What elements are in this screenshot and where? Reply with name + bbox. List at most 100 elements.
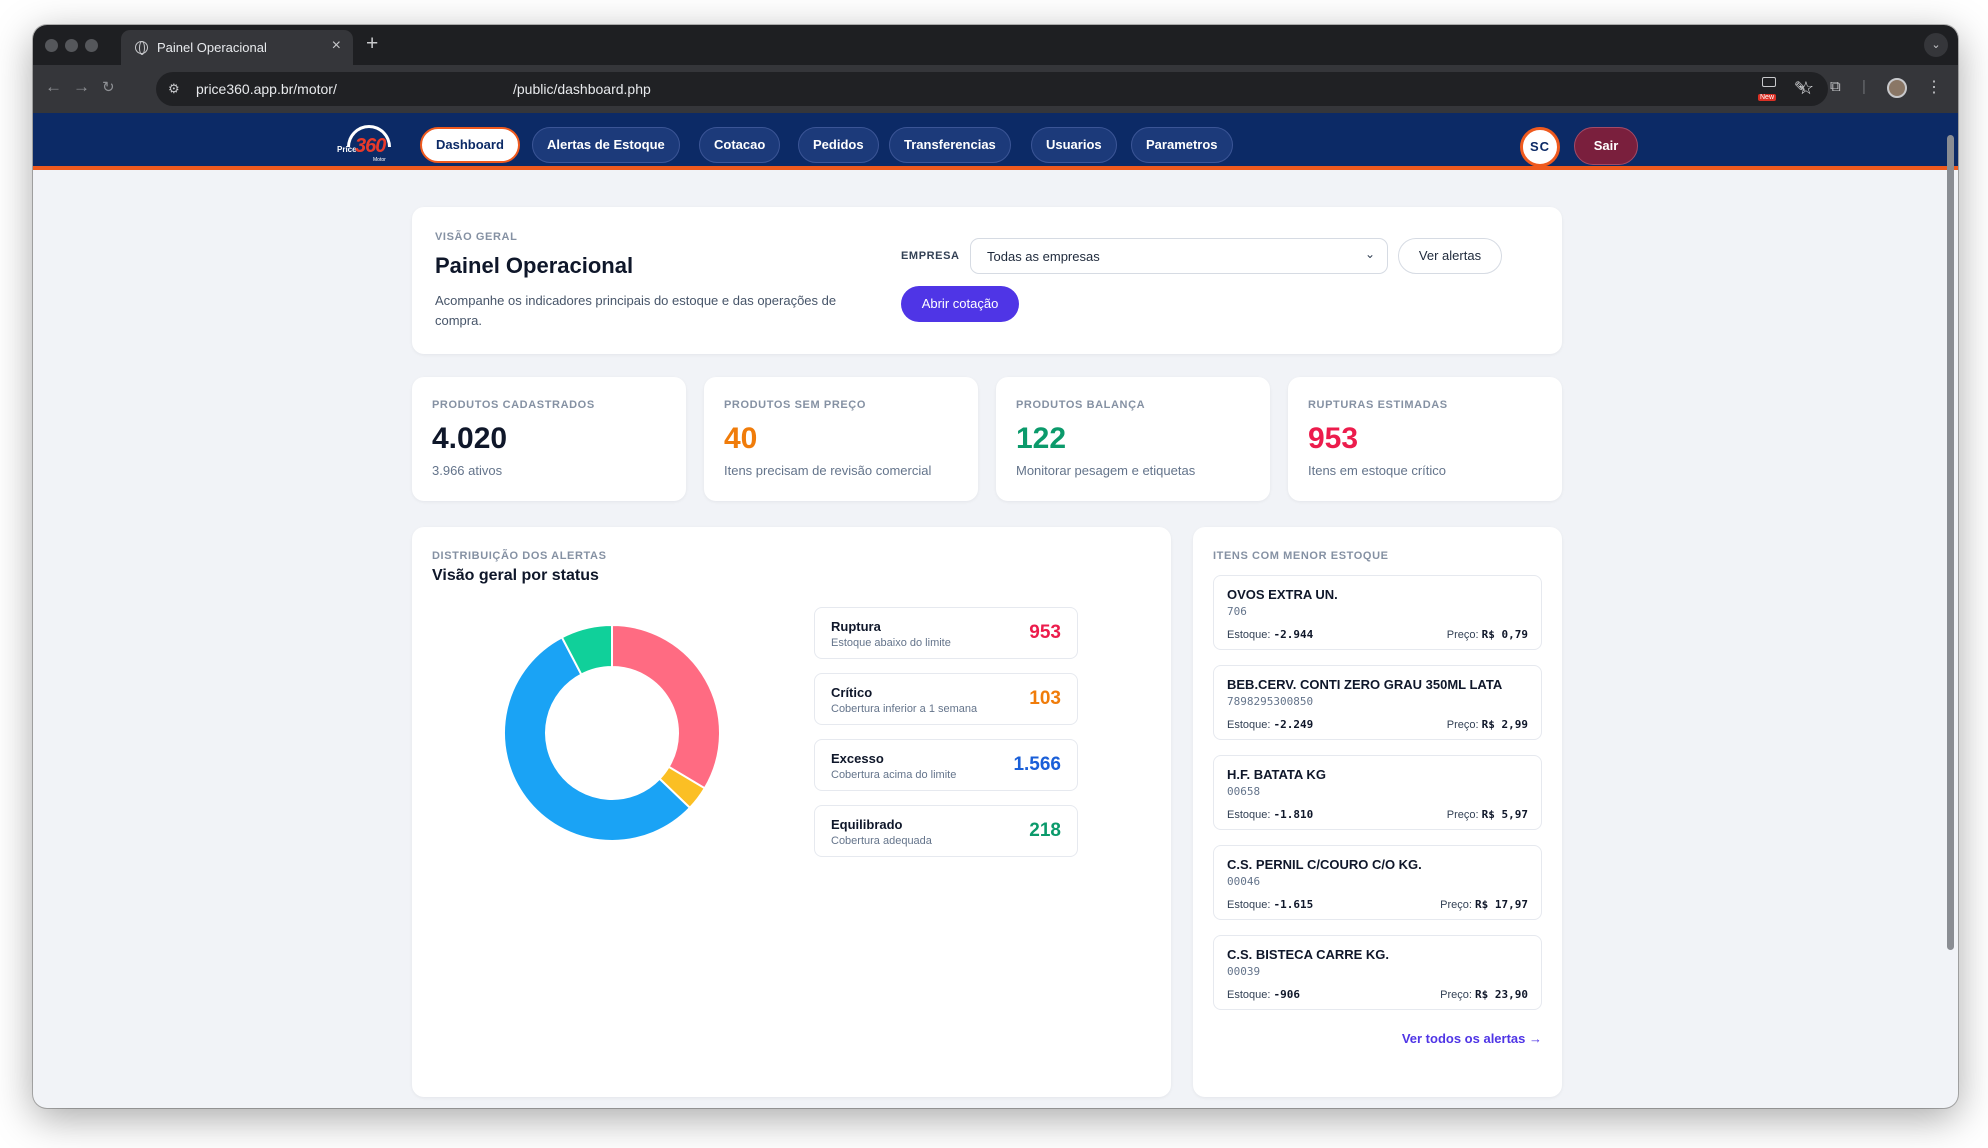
stat-card-balanca: PRODUTOS BALANÇA 122 Monitorar pesagem e… (996, 377, 1270, 501)
product-stock: Estoque: -906 (1227, 988, 1300, 1001)
new-tab-button[interactable]: + (366, 32, 379, 55)
browser-menu-icon[interactable]: ⋮ (1926, 79, 1942, 96)
stat-subtext: Monitorar pesagem e etiquetas (1016, 463, 1196, 478)
new-badge: New (1758, 94, 1777, 101)
nav-parametros[interactable]: Parametros (1131, 127, 1233, 163)
toolbar-divider: | (1862, 78, 1866, 95)
stat-card-cadastrados: PRODUTOS CADASTRADOS 4.020 3.966 ativos (412, 377, 686, 501)
legend-name: Excesso (831, 751, 884, 766)
empresa-select-value: Todas as empresas (987, 249, 1100, 264)
forward-icon[interactable]: → (73, 77, 90, 96)
low-stock-item[interactable]: H.F. BATATA KG 00658 Estoque: -1.810 Pre… (1213, 755, 1542, 830)
extension-new-icon[interactable]: New (1758, 77, 1780, 101)
donut-slice-excesso[interactable] (503, 635, 692, 842)
product-code: 00658 (1227, 785, 1261, 798)
nav-cotacao[interactable]: Cotacao (699, 127, 781, 163)
minimize-window-button[interactable] (65, 39, 78, 52)
abrir-cotacao-button[interactable]: Abrir cotação (901, 286, 1019, 322)
nav-alertas-estoque[interactable]: Alertas de Estoque (532, 127, 680, 163)
legend-value: 953 (1029, 622, 1061, 643)
legend-item-excesso[interactable]: Excesso Cobertura acima do limite 1.566 (814, 739, 1078, 791)
close-window-button[interactable] (45, 39, 58, 52)
stat-card-sem-preco: PRODUTOS SEM PREÇO 40 Itens precisam de … (704, 377, 978, 501)
product-stock: Estoque: -1.615 (1227, 898, 1314, 911)
low-stock-item[interactable]: OVOS EXTRA UN. 706 Estoque: -2.944 Preço… (1213, 575, 1542, 650)
browser-tab[interactable]: Painel Operacional × (121, 30, 353, 65)
legend-value: 218 (1029, 820, 1061, 841)
product-price: Preço: R$ 17,97 (1440, 898, 1528, 911)
legend-desc: Cobertura inferior a 1 semana (831, 703, 978, 715)
site-settings-icon[interactable]: ⚙ (168, 81, 180, 96)
tab-search-chevron-icon[interactable]: ⌄ (1924, 33, 1948, 57)
product-stock: Estoque: -2.944 (1227, 628, 1314, 641)
page-title: Painel Operacional (435, 253, 634, 278)
address-bar[interactable]: ⚙ price360.app.br/motor/ /public/dashboa… (156, 72, 1828, 106)
low-stock-item[interactable]: C.S. PERNIL C/COURO C/O KG. 00046 Estoqu… (1213, 845, 1542, 920)
overview-eyebrow: VISÃO GERAL (435, 231, 518, 243)
low-stock-card: ITENS COM MENOR ESTOQUE OVOS EXTRA UN. 7… (1193, 527, 1562, 1097)
stat-subtext: Itens em estoque crítico (1308, 463, 1447, 478)
product-name: OVOS EXTRA UN. (1227, 587, 1338, 602)
legend-item-ruptura[interactable]: Ruptura Estoque abaixo do limite 953 (814, 607, 1078, 659)
low-stock-item[interactable]: BEB.CERV. CONTI ZERO GRAU 350ML LATA 789… (1213, 665, 1542, 740)
product-code: 00039 (1227, 965, 1261, 978)
stat-label: PRODUTOS SEM PREÇO (724, 399, 867, 411)
stat-value: 953 (1308, 422, 1359, 455)
nav-transferencias[interactable]: Transferencias (889, 127, 1011, 163)
product-price: Preço: R$ 23,90 (1440, 988, 1528, 1001)
maximize-window-button[interactable] (85, 39, 98, 52)
alerts-donut-chart (503, 623, 721, 842)
stat-subtext: Itens precisam de revisão comercial (724, 463, 932, 478)
stat-value: 40 (724, 422, 758, 455)
browser-toolbar: ← → ↻ ⚙ price360.app.br/motor/ /public/d… (33, 65, 1958, 113)
legend-item-equilibrado[interactable]: Equilibrado Cobertura adequada 218 (814, 805, 1078, 857)
stat-label: RUPTURAS ESTIMADAS (1308, 399, 1448, 411)
empresa-select[interactable]: Todas as empresas ⌄ (970, 238, 1388, 274)
legend-value: 103 (1029, 688, 1061, 709)
product-stock: Estoque: -1.810 (1227, 808, 1314, 821)
product-stock: Estoque: -2.249 (1227, 718, 1314, 731)
price360-logo[interactable]: Price 360 Motor (337, 123, 401, 163)
eyedropper-icon[interactable]: ✎ (1794, 79, 1807, 96)
nav-dashboard[interactable]: Dashboard (420, 127, 520, 163)
product-name: C.S. PERNIL C/COURO C/O KG. (1227, 857, 1422, 872)
bookmark-star-icon[interactable]: ☆ (1797, 78, 1814, 98)
stat-value: 122 (1016, 422, 1067, 455)
browser-window: Painel Operacional × + ⌄ ← → ↻ ⚙ price36… (33, 25, 1958, 1108)
product-code: 00046 (1227, 875, 1261, 888)
back-icon[interactable]: ← (45, 77, 62, 96)
product-code: 7898295300850 (1227, 695, 1314, 708)
url-prefix: price360.app.br/motor/ (196, 81, 337, 97)
nav-pedidos[interactable]: Pedidos (798, 127, 879, 163)
page-scrollbar[interactable] (1947, 135, 1954, 950)
stat-label: PRODUTOS BALANÇA (1016, 399, 1146, 411)
alerts-eyebrow: DISTRIBUIÇÃO DOS ALERTAS (432, 550, 607, 562)
legend-name: Crítico (831, 685, 873, 700)
product-name: C.S. BISTECA CARRE KG. (1227, 947, 1390, 962)
legend-item-critico[interactable]: Crítico Cobertura inferior a 1 semana 10… (814, 673, 1078, 725)
reload-icon[interactable]: ↻ (102, 79, 115, 96)
donut-slice-equilibrado[interactable] (560, 623, 613, 676)
extensions-puzzle-icon[interactable]: ⧉ (1830, 78, 1841, 95)
user-avatar[interactable]: SC (1520, 127, 1560, 167)
empresa-label: EMPRESA (901, 250, 960, 262)
low-stock-eyebrow: ITENS COM MENOR ESTOQUE (1213, 550, 1389, 562)
ver-alertas-button[interactable]: Ver alertas (1398, 238, 1502, 274)
legend-value: 1.566 (1013, 754, 1061, 775)
low-stock-item[interactable]: C.S. BISTECA CARRE KG. 00039 Estoque: -9… (1213, 935, 1542, 1010)
url-suffix: /public/dashboard.php (513, 81, 651, 97)
product-price: Preço: R$ 0,79 (1446, 628, 1528, 641)
tab-title: Painel Operacional (157, 40, 267, 55)
donut-slice-ruptura[interactable] (611, 623, 721, 790)
close-tab-icon[interactable]: × (331, 37, 341, 54)
logout-button[interactable]: Sair (1574, 127, 1638, 165)
nav-usuarios[interactable]: Usuarios (1031, 127, 1117, 163)
stat-value: 4.020 (432, 422, 508, 455)
chevron-down-icon: ⌄ (1364, 247, 1375, 261)
app-header: Price 360 Motor Dashboard Alertas de Est… (33, 113, 1958, 170)
profile-avatar-icon[interactable] (1887, 78, 1907, 98)
product-price: Preço: R$ 5,97 (1446, 808, 1528, 821)
see-all-alerts-link[interactable]: Ver todos os alertas → (1401, 1031, 1542, 1046)
legend-name: Equilibrado (831, 817, 903, 832)
overview-card: VISÃO GERAL Painel Operacional Acompanhe… (412, 207, 1562, 354)
